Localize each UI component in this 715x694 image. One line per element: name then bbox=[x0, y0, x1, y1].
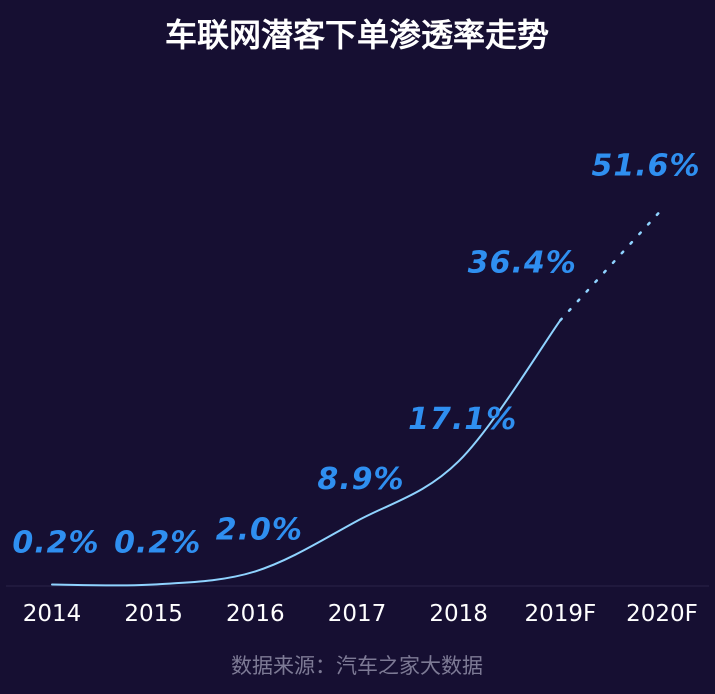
x-tick-label: 2015 bbox=[124, 601, 183, 627]
chart-title: 车联网潜客下单渗透率走势 bbox=[165, 16, 549, 54]
series-line bbox=[51, 319, 562, 587]
x-tick-label: 2019F bbox=[524, 601, 596, 627]
source-note: 数据来源：汽车之家大数据 bbox=[231, 654, 483, 678]
data-label: 51.6% bbox=[591, 148, 700, 183]
x-tick-label: 2016 bbox=[226, 601, 285, 627]
data-label: 0.2% bbox=[114, 526, 201, 561]
data-label: 0.2% bbox=[12, 526, 99, 561]
forecast-dotted-line bbox=[559, 208, 664, 322]
series-marks bbox=[51, 208, 664, 587]
x-tick-label: 2014 bbox=[23, 601, 82, 627]
data-labels: 0.2% 0.2% 2.0% 8.9%17.1% 36.4% 51.6% bbox=[12, 148, 700, 561]
data-label: 36.4% bbox=[468, 245, 577, 280]
x-tick-label: 2017 bbox=[328, 601, 387, 627]
data-label: 8.9% bbox=[317, 462, 404, 497]
x-tick-label: 2020F bbox=[626, 601, 698, 627]
data-label: 2.0% bbox=[216, 512, 303, 547]
data-label: 17.1% bbox=[408, 402, 517, 437]
x-tick-label: 2018 bbox=[429, 601, 488, 627]
x-axis-ticks: 2014 2015 2016 2017 2018 2019F 2020F bbox=[23, 601, 698, 627]
